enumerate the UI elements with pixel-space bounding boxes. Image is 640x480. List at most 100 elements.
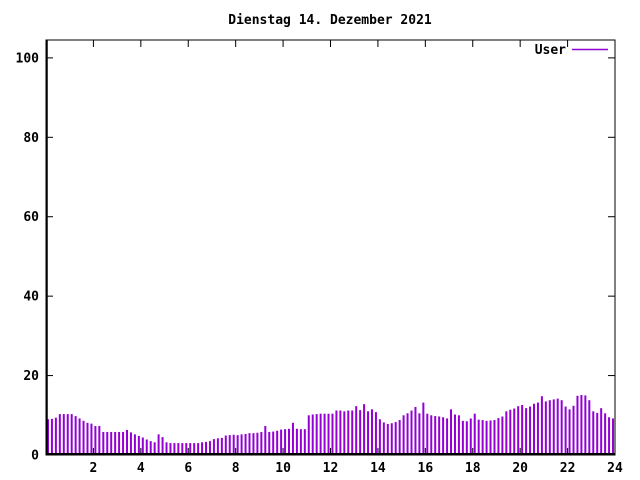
- user-bar: [264, 426, 267, 455]
- user-bar: [402, 415, 405, 455]
- user-bar: [173, 443, 176, 455]
- user-bar: [461, 420, 464, 455]
- user-bar: [465, 421, 468, 455]
- user-bar: [212, 439, 215, 455]
- y-tick-label: 20: [23, 369, 39, 384]
- user-bar: [556, 398, 559, 455]
- user-bar: [596, 412, 599, 455]
- user-bar: [268, 431, 271, 455]
- user-bar: [288, 428, 291, 455]
- user-bar: [165, 442, 168, 455]
- user-bar: [280, 429, 283, 455]
- user-bar: [394, 422, 397, 455]
- user-bar: [604, 413, 607, 455]
- user-bar: [189, 443, 192, 455]
- user-bar: [74, 416, 77, 455]
- x-tick-label: 10: [275, 461, 291, 476]
- user-bar: [588, 400, 591, 455]
- user-bar: [422, 402, 425, 455]
- x-tick-label: 16: [418, 461, 434, 476]
- user-bar: [438, 416, 441, 455]
- user-bar: [276, 430, 279, 455]
- user-bar: [450, 409, 453, 455]
- user-bar: [240, 434, 243, 455]
- user-bar: [236, 435, 239, 455]
- x-tick-label: 8: [232, 461, 240, 476]
- user-bar: [94, 426, 97, 455]
- user-bar: [576, 395, 579, 455]
- user-bar: [414, 406, 417, 455]
- user-bar: [493, 420, 496, 455]
- user-bar: [339, 410, 342, 455]
- user-bar: [216, 438, 219, 455]
- user-bar: [78, 418, 81, 455]
- y-tick-label: 40: [23, 290, 39, 305]
- user-bar: [442, 417, 445, 455]
- user-bar: [220, 437, 223, 455]
- user-bar: [525, 408, 528, 455]
- user-bar: [291, 422, 294, 455]
- user-bar: [327, 413, 330, 455]
- user-bar: [62, 414, 65, 455]
- user-bar: [426, 413, 429, 455]
- user-bar: [133, 434, 136, 455]
- user-bar: [70, 414, 73, 455]
- user-bar: [370, 409, 373, 455]
- user-bar: [374, 412, 377, 455]
- user-bar: [323, 413, 326, 455]
- user-bar: [311, 414, 314, 455]
- user-bar: [303, 429, 306, 455]
- user-bar: [517, 406, 520, 455]
- user-bar: [157, 434, 160, 455]
- user-bar: [359, 410, 362, 455]
- user-bar: [137, 435, 140, 455]
- user-bar: [181, 443, 184, 455]
- user-bar: [509, 409, 512, 455]
- user-bar: [129, 432, 132, 455]
- user-bar: [256, 432, 259, 455]
- x-tick-label: 2: [90, 461, 98, 476]
- user-bar: [418, 413, 421, 455]
- user-bar: [205, 441, 208, 455]
- user-bar: [592, 411, 595, 455]
- user-bar: [521, 404, 524, 455]
- user-bar: [295, 428, 298, 455]
- user-bar: [145, 439, 148, 455]
- user-bar: [272, 431, 275, 455]
- user-bar: [185, 443, 188, 455]
- user-bar: [473, 413, 476, 455]
- user-bar: [260, 431, 263, 455]
- y-tick-label: 100: [16, 51, 40, 66]
- user-bar: [355, 406, 358, 455]
- user-bar: [390, 423, 393, 455]
- user-bar: [453, 414, 456, 455]
- user-bar: [244, 433, 247, 455]
- x-tick-label: 6: [184, 461, 192, 476]
- user-bar: [457, 415, 460, 455]
- user-bar: [315, 414, 318, 455]
- user-bar: [481, 420, 484, 455]
- user-bar: [54, 417, 57, 455]
- y-tick-label: 0: [31, 449, 39, 464]
- user-bar: [430, 415, 433, 455]
- user-bar: [497, 418, 500, 455]
- user-bar: [161, 437, 164, 455]
- user-bar: [533, 403, 535, 455]
- user-bar: [66, 414, 69, 455]
- user-bar: [307, 415, 310, 455]
- user-bar: [378, 419, 381, 455]
- user-bar: [608, 417, 611, 455]
- user-bar: [529, 406, 532, 455]
- user-bar: [382, 422, 385, 455]
- user-bar: [141, 437, 144, 455]
- user-bar: [228, 435, 231, 455]
- user-bar: [232, 434, 235, 455]
- user-bar: [331, 413, 334, 455]
- user-bar: [446, 418, 449, 455]
- x-tick-label: 20: [512, 461, 528, 476]
- user-bar: [118, 431, 121, 455]
- user-bar: [501, 416, 504, 455]
- user-bar: [149, 441, 152, 455]
- user-bar: [177, 443, 180, 455]
- user-bar: [351, 410, 354, 455]
